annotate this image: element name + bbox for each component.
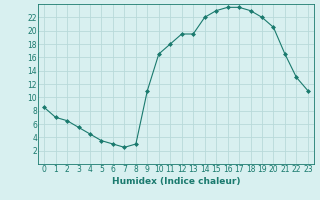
- X-axis label: Humidex (Indice chaleur): Humidex (Indice chaleur): [112, 177, 240, 186]
